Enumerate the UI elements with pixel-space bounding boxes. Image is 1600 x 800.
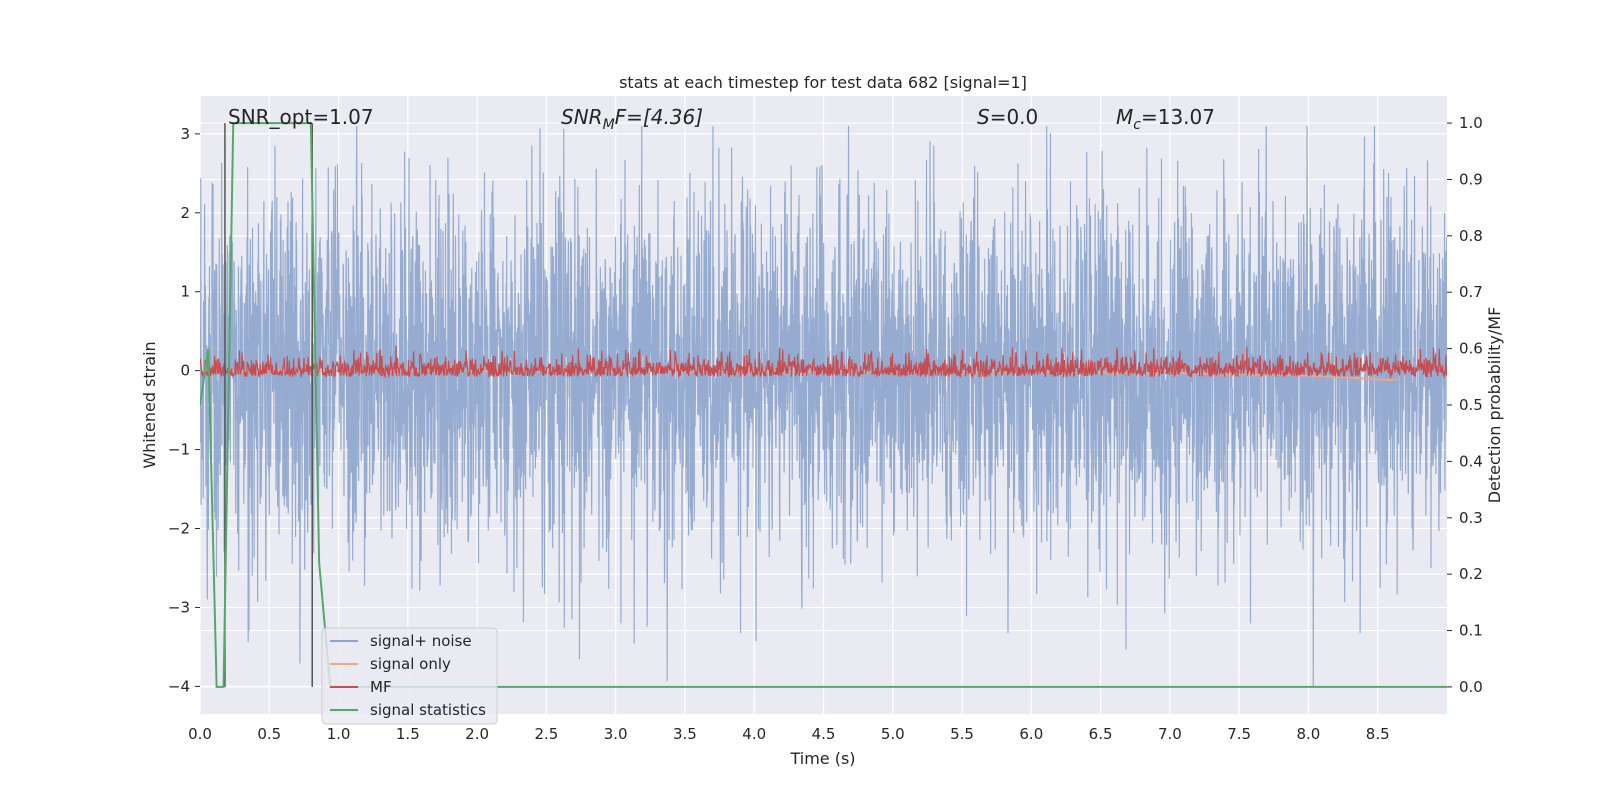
x-tick-label: 0.0 [188, 725, 212, 743]
x-tick-label: 5.0 [881, 725, 905, 743]
y-tick-label: 1 [180, 283, 190, 301]
y2-tick-label: 0.4 [1459, 452, 1483, 470]
series-signal-noise-line [200, 125, 1447, 687]
x-tick-label: 3.5 [673, 725, 697, 743]
annotation-mc: Mc=13.07 [1116, 105, 1215, 133]
x-tick-label: 8.0 [1297, 725, 1321, 743]
x-tick-label: 7.0 [1158, 725, 1182, 743]
chart-title: stats at each timestep for test data 682… [619, 73, 1027, 92]
y2-tick-label: 0.6 [1459, 340, 1483, 358]
y2-tick-label: 0.0 [1459, 678, 1483, 696]
y2-tick-label: 0.7 [1459, 283, 1483, 301]
x-axis-label: Time (s) [789, 749, 855, 768]
y-tick-label: −4 [168, 677, 190, 695]
y-tick-label: −1 [168, 441, 190, 459]
y-axis-label: Whitened strain [140, 341, 159, 468]
legend-label-signal-statistics: signal statistics [370, 701, 486, 719]
x-tick-label: 6.5 [1089, 725, 1113, 743]
x-tick-label: 2.5 [534, 725, 558, 743]
y2-tick-label: 0.8 [1459, 227, 1483, 245]
y2-tick-label: 0.9 [1459, 170, 1483, 188]
y2-tick-label: 0.2 [1459, 565, 1483, 583]
y-tick-label: 3 [180, 125, 190, 143]
x-tick-label: 3.0 [604, 725, 628, 743]
x-tick-label: 4.0 [742, 725, 766, 743]
series-mf-line [200, 345, 1447, 379]
legend-label-signal-noise: signal+ noise [370, 632, 472, 650]
y-tick-label: −2 [168, 520, 190, 538]
annotation-snr-mf: SNRMF=[4.36] [561, 105, 703, 133]
annotation-snr-opt: SNR_opt=1.07 [228, 105, 374, 129]
y-tick-label: 2 [180, 204, 190, 222]
legend-label-mf: MF [370, 678, 392, 696]
x-tick-label: 0.5 [257, 725, 281, 743]
x-tick-label: 1.0 [327, 725, 351, 743]
x-tick-label: 8.5 [1366, 725, 1390, 743]
y2-tick-label: 0.1 [1459, 622, 1483, 640]
y-tick-label: 0 [180, 362, 190, 380]
y2-tick-label: 1.0 [1459, 114, 1483, 132]
legend-label-signal-only: signal only [370, 655, 451, 673]
x-tick-label: 2.0 [465, 725, 489, 743]
x-tick-label: 1.5 [396, 725, 420, 743]
y2-axis-label: Detection probability/MF [1485, 307, 1504, 504]
y2-tick-label: 0.5 [1459, 396, 1483, 414]
y-tick-label: −3 [168, 598, 190, 616]
x-tick-label: 4.5 [812, 725, 836, 743]
x-tick-label: 5.5 [950, 725, 974, 743]
x-tick-label: 7.5 [1227, 725, 1251, 743]
annotation-s: S=0.0 [977, 105, 1038, 129]
x-tick-label: 6.0 [1019, 725, 1043, 743]
y2-tick-label: 0.3 [1459, 509, 1483, 527]
legend: signal+ noise signal only MF signal stat… [321, 627, 498, 725]
